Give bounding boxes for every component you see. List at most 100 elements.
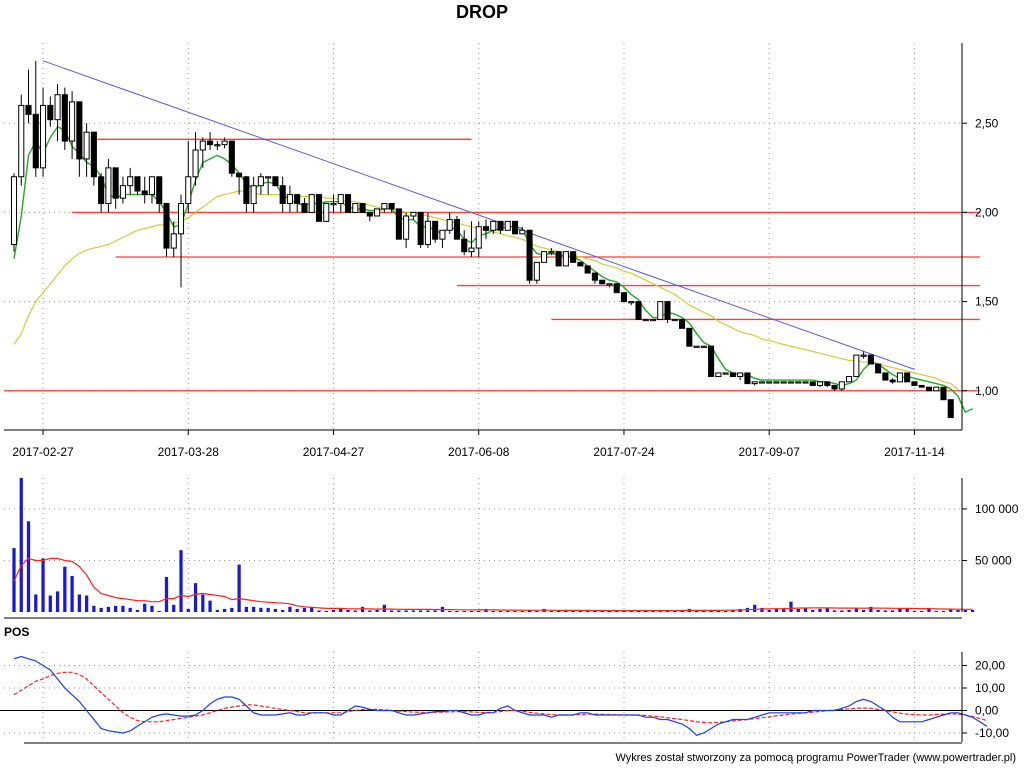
candle — [83, 123, 90, 177]
candle-body — [40, 104, 47, 169]
volume-bar — [600, 610, 604, 612]
volume-bar — [956, 609, 960, 612]
candle-body — [773, 381, 780, 384]
candle — [98, 173, 105, 213]
candle — [10, 173, 18, 252]
volume-bar — [266, 607, 270, 612]
volume-bar — [898, 608, 902, 612]
candle — [649, 318, 657, 322]
volume-bar — [77, 594, 81, 612]
candle-body — [657, 301, 664, 320]
volume-bar — [556, 610, 561, 612]
candle — [773, 381, 780, 384]
candle — [250, 176, 257, 213]
volume-bar — [615, 610, 619, 612]
volume-bar — [346, 609, 350, 612]
candle-body — [156, 176, 163, 205]
candle-body — [613, 283, 620, 294]
price-tick-label: 1,00 — [975, 384, 999, 398]
volume-bar — [520, 610, 524, 612]
candle-body — [461, 238, 468, 253]
candle — [141, 176, 148, 204]
volume-bar — [34, 594, 38, 612]
candle-body — [105, 167, 112, 205]
volume-bar — [491, 610, 495, 612]
candle-body — [722, 372, 729, 375]
candle-body — [577, 261, 584, 267]
candle-body — [214, 144, 221, 147]
candle — [606, 283, 613, 288]
candle-body — [947, 399, 954, 419]
candle — [504, 220, 511, 231]
candle — [228, 140, 235, 177]
candle-body — [359, 203, 366, 213]
candle-body — [751, 381, 758, 385]
volume-bar — [251, 606, 256, 612]
volume-bar — [462, 610, 466, 612]
volume-bar — [92, 605, 96, 612]
candle-body — [715, 372, 722, 377]
candle-body — [47, 104, 54, 121]
sma-short-line — [13, 125, 973, 414]
candle-body — [519, 229, 526, 235]
candle — [18, 94, 25, 186]
candle — [76, 101, 83, 177]
candle-body — [700, 345, 707, 348]
footer-credit: Wykres został stworzony za pomocą progra… — [615, 752, 1016, 764]
candle-body — [802, 381, 809, 384]
volume-bar — [448, 610, 452, 612]
candle — [635, 301, 642, 320]
candle — [780, 381, 787, 384]
volume-bar — [150, 605, 154, 612]
candle-body — [127, 176, 134, 187]
volume-bar — [665, 610, 670, 612]
candle — [25, 69, 32, 124]
candle — [613, 283, 620, 294]
volume-bar — [433, 610, 437, 612]
candle-body — [148, 176, 156, 196]
candle-body — [250, 185, 257, 205]
volume-bar — [571, 610, 575, 612]
candle — [199, 137, 206, 168]
candle — [867, 354, 874, 365]
candle — [323, 203, 330, 222]
volume-bar — [578, 610, 583, 612]
candle-body — [432, 220, 439, 240]
candle — [591, 272, 598, 284]
candle — [925, 386, 932, 392]
volume-bar — [694, 610, 699, 612]
volume-bar — [455, 610, 459, 612]
volume-bar — [389, 610, 394, 612]
candle-body — [388, 203, 395, 210]
candle — [758, 381, 765, 384]
candle — [795, 381, 802, 384]
candle — [860, 351, 867, 359]
volume-bar — [927, 607, 931, 612]
candle — [642, 318, 649, 322]
volume-bar — [128, 607, 132, 612]
candle-body — [207, 140, 214, 146]
candle — [628, 301, 635, 306]
candle — [243, 176, 250, 213]
candle — [918, 384, 925, 388]
candle — [410, 211, 417, 220]
candle — [432, 220, 439, 243]
candle — [381, 203, 388, 213]
candle — [424, 212, 431, 249]
volume-bar — [941, 610, 946, 612]
candle-body — [163, 203, 170, 249]
candle — [315, 194, 323, 222]
volume-bar — [854, 607, 858, 612]
candle — [708, 345, 715, 377]
candle — [475, 221, 482, 258]
candle — [257, 173, 264, 195]
candle-body — [185, 176, 192, 205]
candle — [127, 167, 134, 195]
candle-body — [824, 381, 831, 386]
chart-title: DROP — [456, 2, 508, 22]
volume-bar — [658, 610, 662, 612]
volume-bar — [753, 604, 757, 612]
candle-body — [177, 203, 185, 235]
volume-bar — [477, 610, 481, 612]
volume-bar — [789, 601, 793, 612]
